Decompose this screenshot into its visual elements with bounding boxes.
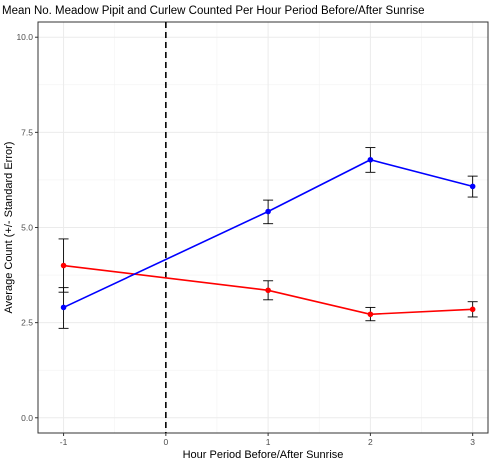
y-tick-label: 10.0 (16, 32, 33, 42)
y-axis-title: Average Count (+/- Standard Error) (3, 142, 15, 314)
data-point (265, 208, 271, 215)
x-tick-label: 0 (163, 437, 168, 447)
data-point (60, 304, 67, 311)
series-0 (58, 238, 478, 322)
data-point (469, 306, 476, 313)
x-tick-label: 2 (368, 437, 373, 447)
data-point (265, 287, 271, 294)
x-tick-label: 3 (470, 437, 475, 447)
plot-area: 0.0 2.5 5.0 7.5 10.0 -1 0 1 2 3 (16, 21, 489, 447)
series-line (63, 158, 473, 309)
chart-title: Mean No. Meadow Pipit and Curlew Counted… (2, 5, 425, 17)
y-tick-label: 7.5 (21, 127, 33, 137)
y-tick-label: 0.0 (21, 413, 33, 423)
y-tick-label: 5.0 (21, 223, 33, 233)
data-point (469, 183, 476, 190)
data-point (60, 262, 67, 269)
x-axis-title: Hour Period Before/After Sunrise (183, 449, 344, 461)
series-line (63, 264, 473, 316)
series-1 (58, 147, 478, 329)
y-tick-label: 2.5 (21, 318, 33, 328)
data-point (367, 156, 374, 163)
data-point (367, 311, 374, 318)
x-tick-label: 1 (266, 437, 271, 447)
x-tick-label: -1 (60, 437, 68, 447)
